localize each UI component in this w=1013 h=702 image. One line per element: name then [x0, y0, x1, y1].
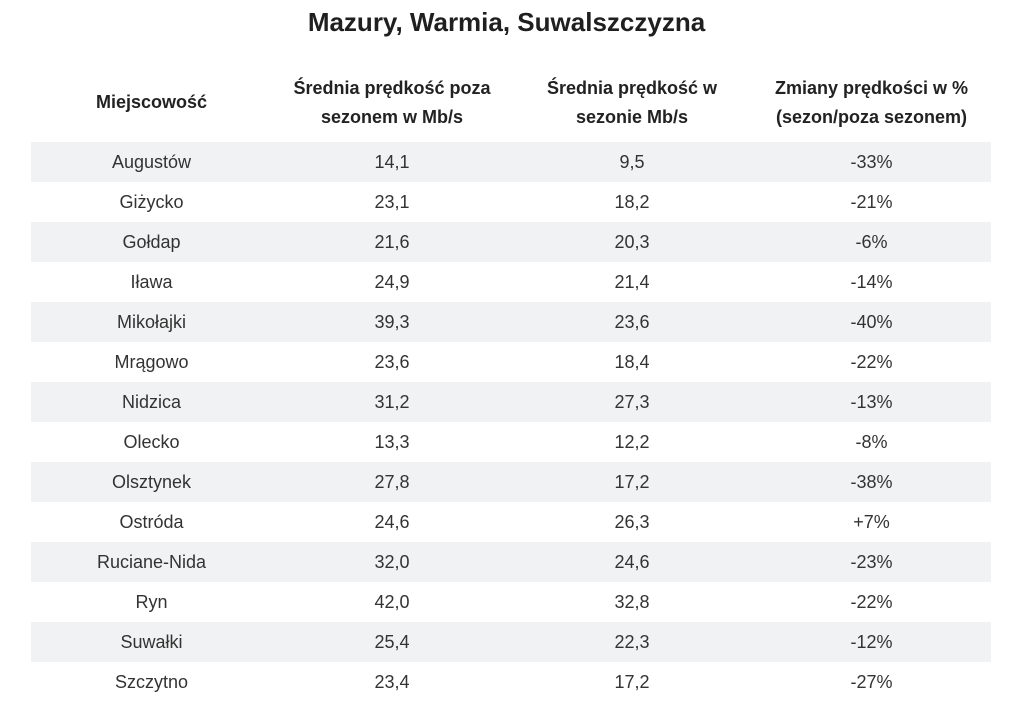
table-row: Giżycko 23,1 18,2 -21% [31, 182, 991, 222]
cell-speed-in-season: 23,6 [512, 302, 752, 342]
cell-locality: Augustów [31, 142, 272, 182]
cell-speed-change: -22% [850, 351, 893, 372]
table-row: Ostróda 24,6 26,3 +7% [31, 502, 991, 542]
cell-locality: Szczytno [114, 671, 189, 692]
cell-speed-change: -12% [752, 622, 991, 662]
header-row: Miejscowość Średnia prędkość poza sezone… [31, 63, 991, 142]
cell-speed-off-season: 32,0 [272, 542, 512, 582]
cell-speed-change: -13% [752, 382, 991, 422]
cell-speed-off-season: 25,4 [272, 622, 512, 662]
cell-speed-off-season: 23,6 [374, 351, 410, 372]
cell-speed-change: -21% [850, 191, 893, 212]
cell-speed-in-season: 27,3 [512, 382, 752, 422]
cell-locality: Suwałki [31, 622, 272, 662]
cell-locality: Ryn [135, 591, 168, 612]
cell-speed-in-season: 12,2 [614, 431, 650, 452]
cell-speed-off-season: 24,6 [374, 511, 410, 532]
cell-speed-change: -33% [752, 142, 991, 182]
cell-speed-off-season: 13,3 [374, 431, 410, 452]
cell-speed-change: -22% [850, 591, 893, 612]
table-row: Iława 24,9 21,4 -14% [31, 262, 991, 302]
table-row: Suwałki 25,4 22,3 -12% [31, 622, 991, 662]
cell-speed-off-season: 23,4 [374, 671, 410, 692]
table-row: Ryn 42,0 32,8 -22% [31, 582, 991, 622]
cell-speed-change: -23% [752, 542, 991, 582]
cell-speed-off-season: 24,9 [374, 271, 410, 292]
header-speed-change: Zmiany prędkości w % (sezon/poza sezonem… [774, 77, 969, 127]
cell-speed-in-season: 24,6 [512, 542, 752, 582]
cell-speed-in-season: 9,5 [512, 142, 752, 182]
speed-table: Miejscowość Średnia prędkość poza sezone… [31, 63, 991, 702]
cell-speed-in-season: 32,8 [614, 591, 650, 612]
table-row: Mrągowo 23,6 18,4 -22% [31, 342, 991, 382]
cell-speed-change: -6% [752, 222, 991, 262]
cell-locality: Olecko [123, 431, 180, 452]
cell-speed-change: -38% [752, 462, 991, 502]
cell-speed-in-season: 17,2 [512, 462, 752, 502]
table-row: Ruciane-Nida 32,0 24,6 -23% [31, 542, 991, 582]
cell-locality: Ruciane-Nida [31, 542, 272, 582]
cell-speed-in-season: 20,3 [512, 222, 752, 262]
cell-locality: Olsztynek [31, 462, 272, 502]
header-locality: Miejscowość [95, 92, 208, 112]
cell-locality: Nidzica [31, 382, 272, 422]
cell-speed-in-season: 18,2 [614, 191, 650, 212]
table-row: Gołdap 21,6 20,3 -6% [31, 222, 991, 262]
table-row: Olecko 13,3 12,2 -8% [31, 422, 991, 462]
cell-speed-in-season: 17,2 [614, 671, 650, 692]
table-row: Szczytno 23,4 17,2 -27% [31, 662, 991, 702]
table-row: Olsztynek 27,8 17,2 -38% [31, 462, 991, 502]
table-row: Mikołajki 39,3 23,6 -40% [31, 302, 991, 342]
cell-speed-in-season: 26,3 [614, 511, 650, 532]
cell-speed-change: -40% [752, 302, 991, 342]
cell-speed-off-season: 14,1 [272, 142, 512, 182]
cell-speed-change: -27% [850, 671, 893, 692]
cell-speed-in-season: 21,4 [614, 271, 650, 292]
cell-speed-off-season: 39,3 [272, 302, 512, 342]
cell-locality: Iława [130, 271, 173, 292]
page-title: Mazury, Warmia, Suwalszczyzna [307, 7, 706, 37]
table-row: Augustów 14,1 9,5 -33% [31, 142, 991, 182]
header-speed-in-season: Średnia prędkość w sezonie Mb/s [546, 77, 718, 127]
cell-speed-off-season: 27,8 [272, 462, 512, 502]
header-speed-off-season: Średnia prędkość poza sezonem w Mb/s [293, 77, 491, 127]
cell-speed-off-season: 42,0 [374, 591, 410, 612]
cell-speed-off-season: 31,2 [272, 382, 512, 422]
cell-speed-change: -14% [850, 271, 893, 292]
table-header: Miejscowość Średnia prędkość poza sezone… [31, 63, 991, 142]
cell-locality: Gołdap [31, 222, 272, 262]
cell-speed-change: +7% [853, 511, 890, 532]
cell-speed-off-season: 21,6 [272, 222, 512, 262]
cell-locality: Mrągowo [114, 351, 189, 372]
table-row: Nidzica 31,2 27,3 -13% [31, 382, 991, 422]
cell-speed-off-season: 23,1 [374, 191, 410, 212]
cell-speed-in-season: 18,4 [614, 351, 650, 372]
cell-locality: Giżycko [119, 191, 184, 212]
cell-locality: Ostróda [119, 511, 184, 532]
cell-speed-in-season: 22,3 [512, 622, 752, 662]
cell-locality: Mikołajki [31, 302, 272, 342]
table-body: Augustów 14,1 9,5 -33% Giżycko 23,1 18,2 -21% Go… [31, 142, 991, 702]
cell-speed-change: -8% [855, 431, 888, 452]
